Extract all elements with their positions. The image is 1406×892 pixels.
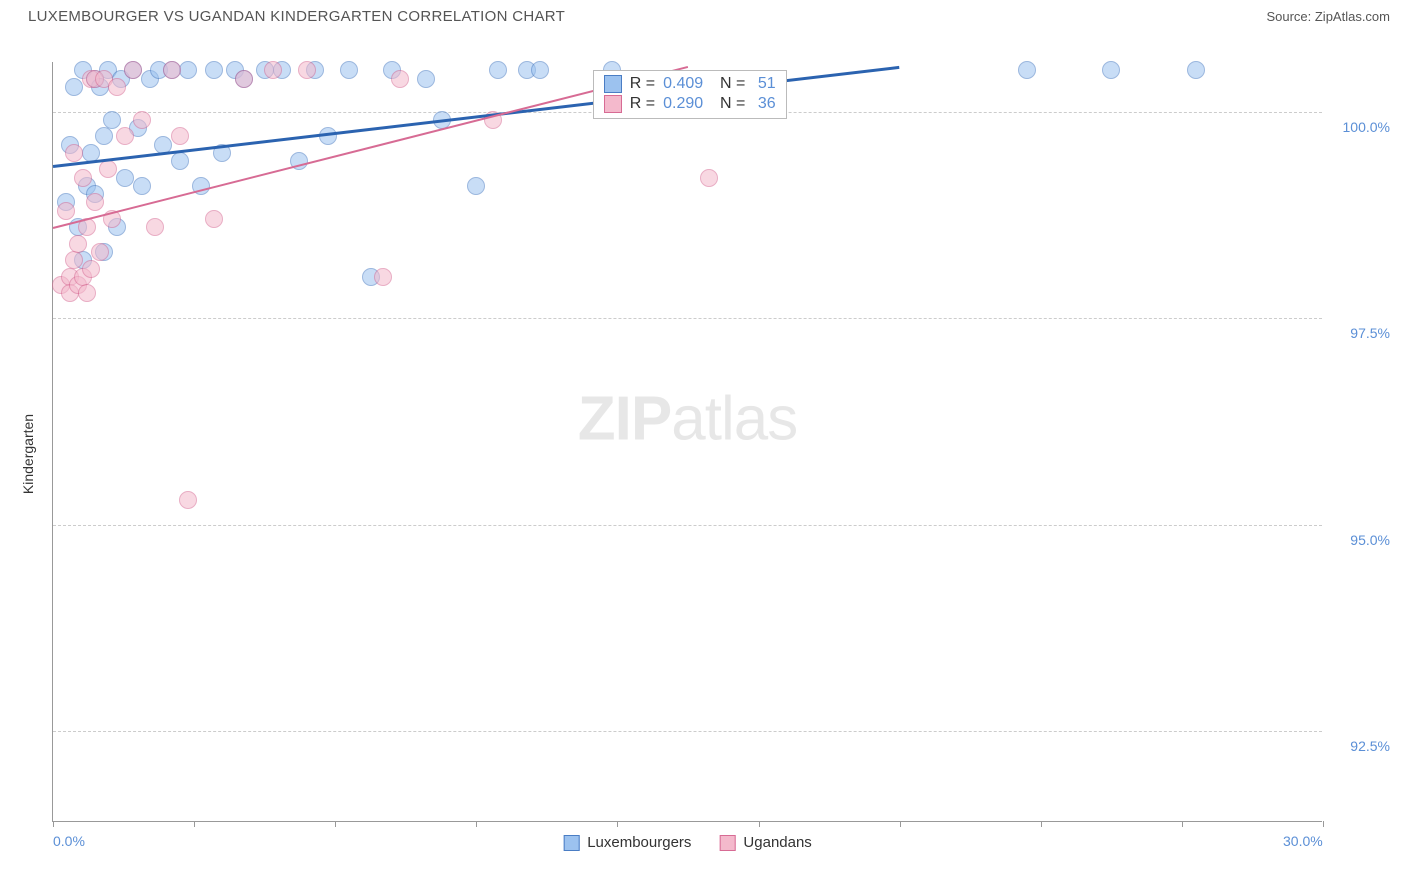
data-point — [179, 61, 197, 79]
x-tick-mark — [194, 821, 195, 827]
watermark: ZIPatlas — [578, 383, 797, 454]
data-point — [1102, 61, 1120, 79]
data-point — [205, 61, 223, 79]
legend-label: Luxembourgers — [587, 834, 691, 851]
x-tick-label: 0.0% — [53, 833, 85, 849]
data-point — [65, 251, 83, 269]
data-point — [69, 235, 87, 253]
legend-r-label: R = — [630, 95, 655, 113]
data-point — [700, 169, 718, 187]
y-tick-label: 97.5% — [1330, 325, 1390, 341]
data-point — [116, 127, 134, 145]
data-point — [78, 284, 96, 302]
x-tick-mark — [335, 821, 336, 827]
x-tick-label: 30.0% — [1283, 833, 1323, 849]
data-point — [489, 61, 507, 79]
data-point — [374, 268, 392, 286]
data-point — [65, 78, 83, 96]
data-point — [82, 260, 100, 278]
legend-n-label: N = — [711, 95, 745, 113]
legend-label: Ugandans — [743, 834, 811, 851]
data-point — [57, 202, 75, 220]
data-point — [1018, 61, 1036, 79]
legend-n-value: 51 — [753, 75, 775, 93]
data-point — [95, 127, 113, 145]
x-tick-mark — [759, 821, 760, 827]
x-tick-mark — [476, 821, 477, 827]
y-tick-label: 95.0% — [1330, 532, 1390, 548]
legend-item: Ugandans — [719, 834, 811, 851]
data-point — [65, 144, 83, 162]
data-point — [171, 127, 189, 145]
data-point — [1187, 61, 1205, 79]
bottom-legend: Luxembourgers Ugandans — [563, 834, 812, 851]
chart-container: Kindergarten ZIPatlas 100.0%97.5%95.0%92… — [30, 44, 1390, 864]
legend-swatch — [719, 835, 735, 851]
gridline-h — [53, 318, 1322, 319]
x-tick-mark — [1182, 821, 1183, 827]
data-point — [133, 177, 151, 195]
data-point — [108, 78, 126, 96]
chart-header: LUXEMBOURGER VS UGANDAN KINDERGARTEN COR… — [0, 0, 1406, 29]
data-point — [116, 169, 134, 187]
legend-r-value: 0.290 — [663, 95, 703, 113]
y-axis-label: Kindergarten — [20, 414, 36, 494]
data-point — [319, 127, 337, 145]
plot-area: ZIPatlas 100.0%97.5%95.0%92.5%0.0%30.0%R… — [52, 62, 1322, 822]
legend-stats-box: R = 0.409 N = 51R = 0.290 N = 36 — [593, 70, 787, 119]
data-point — [91, 243, 109, 261]
source-attribution: Source: ZipAtlas.com — [1266, 9, 1390, 24]
data-point — [171, 152, 189, 170]
data-point — [133, 111, 151, 129]
data-point — [235, 70, 253, 88]
legend-r-value: 0.409 — [663, 75, 703, 93]
source-link[interactable]: ZipAtlas.com — [1315, 9, 1390, 24]
data-point — [417, 70, 435, 88]
x-tick-mark — [1041, 821, 1042, 827]
data-point — [103, 111, 121, 129]
legend-swatch — [604, 75, 622, 93]
data-point — [391, 70, 409, 88]
data-point — [163, 61, 181, 79]
data-point — [205, 210, 223, 228]
legend-stats-row: R = 0.290 N = 36 — [604, 94, 776, 114]
legend-swatch — [604, 95, 622, 113]
gridline-h — [53, 731, 1322, 732]
y-tick-label: 92.5% — [1330, 738, 1390, 754]
legend-stats-row: R = 0.409 N = 51 — [604, 74, 776, 94]
x-tick-mark — [1323, 821, 1324, 827]
data-point — [264, 61, 282, 79]
legend-n-value: 36 — [753, 95, 775, 113]
legend-r-label: R = — [630, 75, 655, 93]
data-point — [146, 218, 164, 236]
data-point — [124, 61, 142, 79]
data-point — [340, 61, 358, 79]
data-point — [86, 193, 104, 211]
x-tick-mark — [900, 821, 901, 827]
gridline-h — [53, 525, 1322, 526]
data-point — [298, 61, 316, 79]
data-point — [99, 160, 117, 178]
legend-swatch — [563, 835, 579, 851]
data-point — [467, 177, 485, 195]
legend-n-label: N = — [711, 75, 745, 93]
chart-title: LUXEMBOURGER VS UGANDAN KINDERGARTEN COR… — [28, 8, 565, 25]
data-point — [74, 169, 92, 187]
y-tick-label: 100.0% — [1330, 119, 1390, 135]
x-tick-mark — [617, 821, 618, 827]
data-point — [179, 491, 197, 509]
legend-item: Luxembourgers — [563, 834, 691, 851]
x-tick-mark — [53, 821, 54, 827]
data-point — [531, 61, 549, 79]
